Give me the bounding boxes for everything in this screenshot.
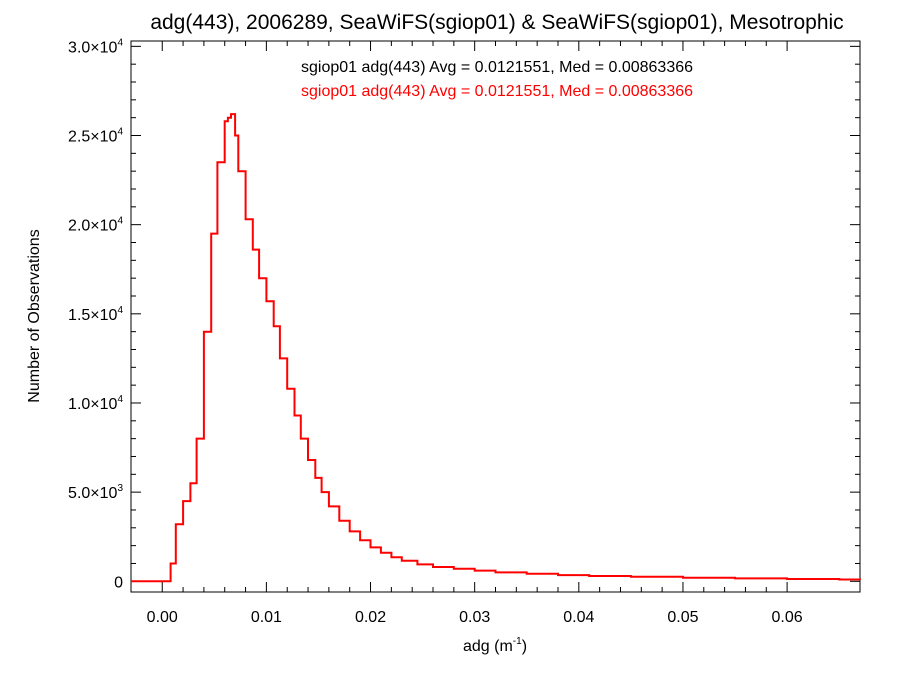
y-tick-label: 2.0×104 bbox=[68, 216, 123, 235]
x-tick-label: 0.04 bbox=[563, 609, 594, 626]
x-tick-label: 0.03 bbox=[459, 609, 490, 626]
x-axis: 0.00 0.01 0.02 0.03 0.04 0.05 0.06 bbox=[147, 41, 803, 626]
y-tick-label: 3.0×104 bbox=[68, 37, 123, 56]
chart-title: adg(443), 2006289, SeaWiFS(sgiop01) & Se… bbox=[150, 11, 843, 34]
y-axis: 0 5.0×103 1.0×104 1.5×104 2.0×104 2.5×104 3.0×… bbox=[68, 37, 860, 591]
y-tick-label: 1.5×104 bbox=[68, 305, 123, 324]
x-tick-label: 0.00 bbox=[147, 609, 178, 626]
legend-entry-red: sgiop01 adg(443) Avg = 0.0121551, Med = … bbox=[301, 83, 693, 100]
y-tick-label: 0 bbox=[114, 574, 123, 591]
x-tick-label: 0.06 bbox=[772, 609, 803, 626]
series-line-red bbox=[131, 113, 861, 583]
y-axis-label: Number of Observations bbox=[26, 229, 43, 402]
y-tick-label: 1.0×104 bbox=[68, 394, 123, 413]
plot-frame bbox=[130, 40, 861, 593]
legend-entry-black: sgiop01 adg(443) Avg = 0.0121551, Med = … bbox=[301, 59, 693, 76]
x-tick-label: 0.02 bbox=[355, 609, 386, 626]
x-axis-label: adg (m-1) bbox=[463, 636, 527, 655]
x-axis-label-sup: -1 bbox=[513, 636, 522, 647]
y-tick-label: 5.0×103 bbox=[68, 483, 123, 502]
x-tick-label: 0.01 bbox=[251, 609, 282, 626]
x-tick-label: 0.05 bbox=[667, 609, 698, 626]
y-tick-label: 2.5×104 bbox=[68, 127, 123, 146]
